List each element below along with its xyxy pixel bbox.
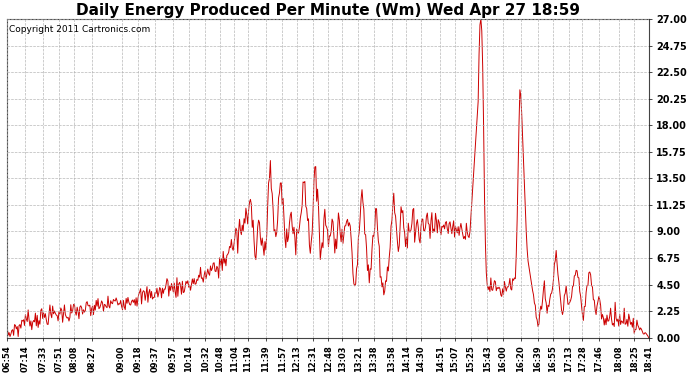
Text: Copyright 2011 Cartronics.com: Copyright 2011 Cartronics.com	[8, 26, 150, 34]
Title: Daily Energy Produced Per Minute (Wm) Wed Apr 27 18:59: Daily Energy Produced Per Minute (Wm) We…	[76, 3, 580, 18]
